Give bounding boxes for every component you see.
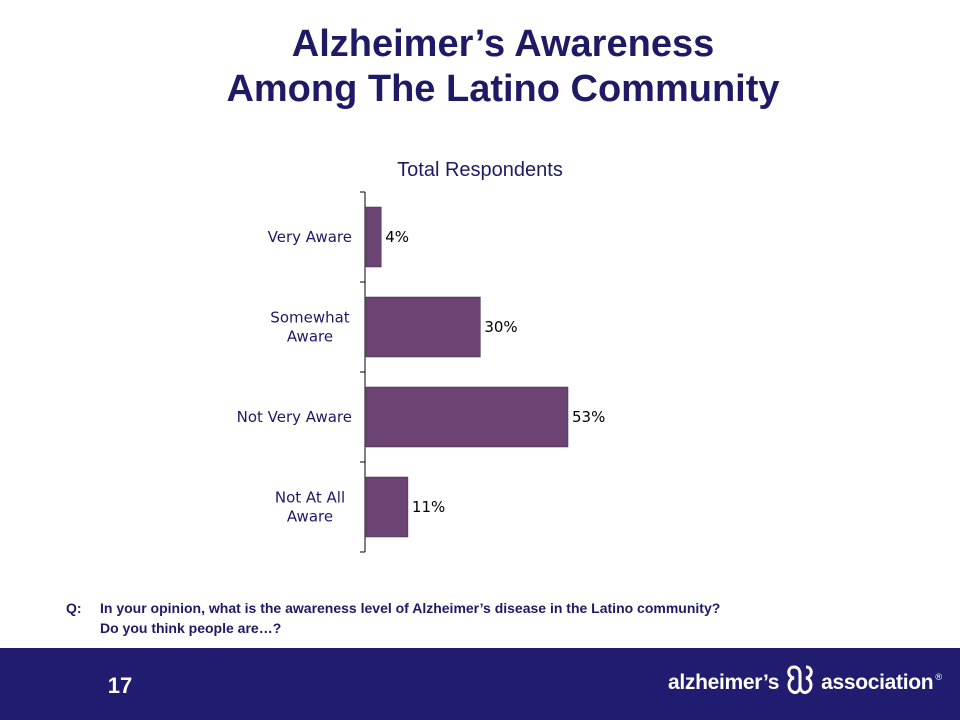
slide-title-line-1: Alzheimer’s Awareness	[291, 23, 715, 65]
category-label-line: Not Very Aware	[237, 408, 352, 426]
registered-mark: ®	[935, 672, 942, 682]
category-label-line: Not At All	[275, 489, 345, 507]
alzheimers-association-logo: alzheimer’s association ®	[668, 664, 942, 703]
category-label-line: Aware	[287, 328, 333, 346]
category-label-line: Very Aware	[268, 228, 352, 246]
bar-value-label: 30%	[484, 318, 517, 336]
question-line-1: In your opinion, what is the awareness l…	[100, 600, 721, 616]
chart-title: Total Respondents	[397, 159, 563, 181]
bar	[365, 476, 409, 538]
category-label: Somewhat Aware	[270, 309, 350, 346]
bar	[365, 296, 481, 358]
question-prefix: Q:	[66, 600, 82, 616]
category-label: Not At All Aware	[275, 489, 345, 526]
bar	[365, 206, 382, 268]
bar-value-label: 4%	[385, 228, 409, 246]
alzheimers-association-logo-icon	[785, 664, 815, 703]
footer-bar: 17 alzheimer’s association ®	[0, 648, 960, 720]
category-label-line: Aware	[287, 508, 333, 526]
page-number: 17	[107, 673, 133, 698]
bar	[365, 386, 569, 448]
bar-value-label: 11%	[412, 498, 445, 516]
logo-text-right: association	[821, 671, 934, 694]
category-label-line: Somewhat	[270, 309, 350, 327]
category-label: Very Aware	[268, 228, 352, 246]
slide-title: Alzheimer’s Awareness Among The Latino C…	[0, 22, 960, 112]
logo-text-left: alzheimer’s	[668, 671, 780, 694]
slide-title-line-2: Among The Latino Community	[226, 68, 780, 110]
bar-value-label: 53%	[572, 408, 605, 426]
category-label: Not Very Aware	[237, 408, 352, 426]
question-line-2: Do you think people are…?	[100, 620, 282, 636]
